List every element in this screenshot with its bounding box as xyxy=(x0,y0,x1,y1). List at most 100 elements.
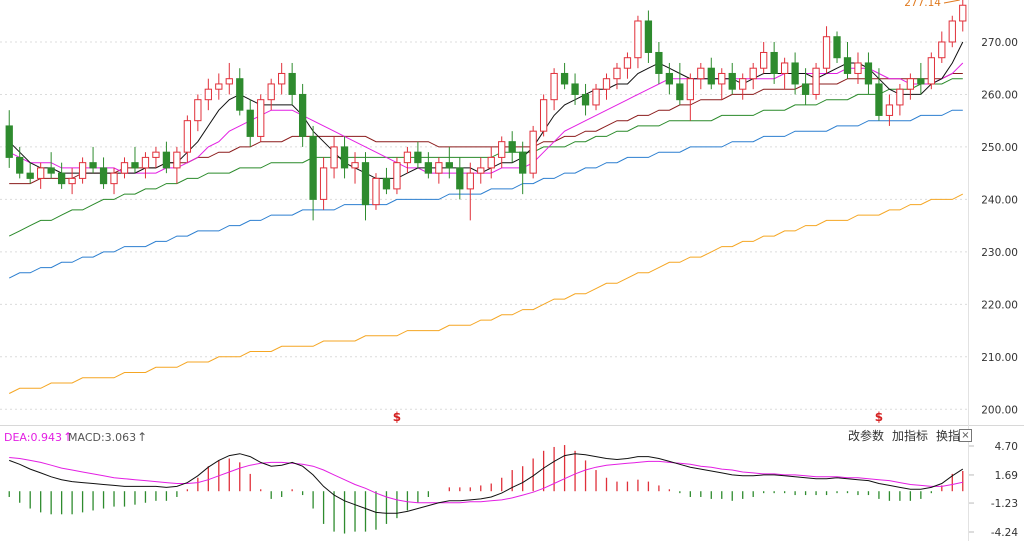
candle-body xyxy=(393,162,401,190)
candle-body xyxy=(676,83,684,101)
candle-body xyxy=(120,162,129,174)
candle-body xyxy=(236,78,244,111)
candle-body xyxy=(854,62,862,74)
candle-body xyxy=(728,72,736,90)
candle-body xyxy=(16,156,24,174)
candle-body xyxy=(445,162,453,169)
candle-body xyxy=(5,125,13,158)
candle-body xyxy=(812,67,820,95)
candle-body xyxy=(382,177,391,190)
candle-body xyxy=(246,109,254,137)
candle-body xyxy=(141,156,150,169)
candle-body xyxy=(665,72,674,85)
candle-body xyxy=(508,141,516,153)
candle-body xyxy=(183,120,192,153)
candle-body xyxy=(435,162,443,174)
y-tick-label: 200.00 xyxy=(981,404,1018,416)
macd-y-tick-label: -1.23 xyxy=(991,498,1018,510)
candle-body xyxy=(99,167,108,185)
y-tick-label: 210.00 xyxy=(981,352,1018,364)
candle-body xyxy=(760,51,768,69)
candle-body xyxy=(634,20,642,59)
moving-average-line-ma250 xyxy=(8,193,964,394)
moving-average-line-ma5 xyxy=(8,41,964,179)
candle-body xyxy=(560,72,569,85)
close-icon[interactable]: × xyxy=(959,429,972,442)
candle-body xyxy=(581,93,590,106)
candle-body xyxy=(519,151,527,174)
moving-average-line-ma60 xyxy=(8,78,963,237)
change-params-button[interactable]: 改参数 xyxy=(847,429,884,443)
candle-body xyxy=(623,57,632,69)
candle-body xyxy=(948,20,956,43)
add-indicator-button[interactable]: 加指标 xyxy=(891,429,928,443)
macd-y-tick-label: -4.24 xyxy=(991,527,1018,539)
candle-body xyxy=(498,141,506,158)
candle-body xyxy=(173,151,181,169)
macd-dea-line xyxy=(9,457,963,504)
candle-body xyxy=(89,162,97,169)
candle-body xyxy=(487,156,495,169)
up-arrow-icon: ↑ xyxy=(137,430,148,444)
candle-body xyxy=(162,151,171,169)
candle-body xyxy=(309,135,317,200)
candle-body xyxy=(47,167,55,174)
candle-body xyxy=(917,78,925,85)
y-tick-label: 220.00 xyxy=(981,299,1018,311)
candle-body xyxy=(68,177,76,185)
y-tick-label: 240.00 xyxy=(981,194,1018,206)
y-tick-label: 230.00 xyxy=(981,247,1018,259)
candle-body xyxy=(833,36,841,59)
y-tick-label: 260.00 xyxy=(981,89,1018,101)
candle-body xyxy=(707,67,715,85)
candle-body xyxy=(215,83,223,90)
candle-body xyxy=(330,146,338,169)
candle-body xyxy=(361,162,370,206)
candle-body xyxy=(319,167,328,200)
candle-body xyxy=(414,151,422,164)
candle-body xyxy=(906,78,915,90)
candle-body xyxy=(204,88,212,101)
candle-body xyxy=(697,67,705,80)
candle-body xyxy=(571,83,579,95)
candle-body xyxy=(885,104,894,116)
candle-body xyxy=(267,83,275,101)
candle-body xyxy=(655,51,663,74)
candle-body xyxy=(110,172,118,185)
macd-label: MACD:3.063↑ xyxy=(68,430,148,444)
candle-body xyxy=(686,78,694,101)
candle-body xyxy=(57,172,66,185)
candle-body xyxy=(613,67,621,80)
candle-body xyxy=(152,151,160,158)
candle-body xyxy=(875,83,883,116)
candle-body xyxy=(257,99,265,137)
candle-body xyxy=(864,62,873,85)
candle-body xyxy=(288,72,296,95)
candle-body xyxy=(780,62,789,74)
candle-body xyxy=(298,93,307,137)
candle-body xyxy=(131,162,139,169)
dea-label: DEA:0.943↑ xyxy=(4,430,74,444)
dividend-marker: $ xyxy=(393,410,401,424)
macd-dif-line xyxy=(9,453,964,514)
macd-y-tick-label: 4.70 xyxy=(995,441,1018,453)
candle-body xyxy=(477,167,485,174)
candle-body xyxy=(843,57,852,74)
candle-body xyxy=(770,51,778,74)
candle-body xyxy=(739,78,747,90)
candle-body xyxy=(424,162,433,174)
candle-body xyxy=(959,4,967,22)
candle-body xyxy=(278,72,286,85)
moving-average-line-ma30 xyxy=(9,73,963,185)
candle-body xyxy=(896,88,904,106)
candle-body xyxy=(801,83,810,95)
candle-body xyxy=(749,67,757,80)
moving-average-line-ma120 xyxy=(8,109,963,279)
up-arrow-icon: ↑ xyxy=(62,430,74,444)
candle-body xyxy=(403,151,412,164)
candle-body xyxy=(372,177,380,206)
candle-body xyxy=(644,20,653,53)
last-price-pointer xyxy=(943,0,960,4)
candle-body xyxy=(718,72,726,85)
